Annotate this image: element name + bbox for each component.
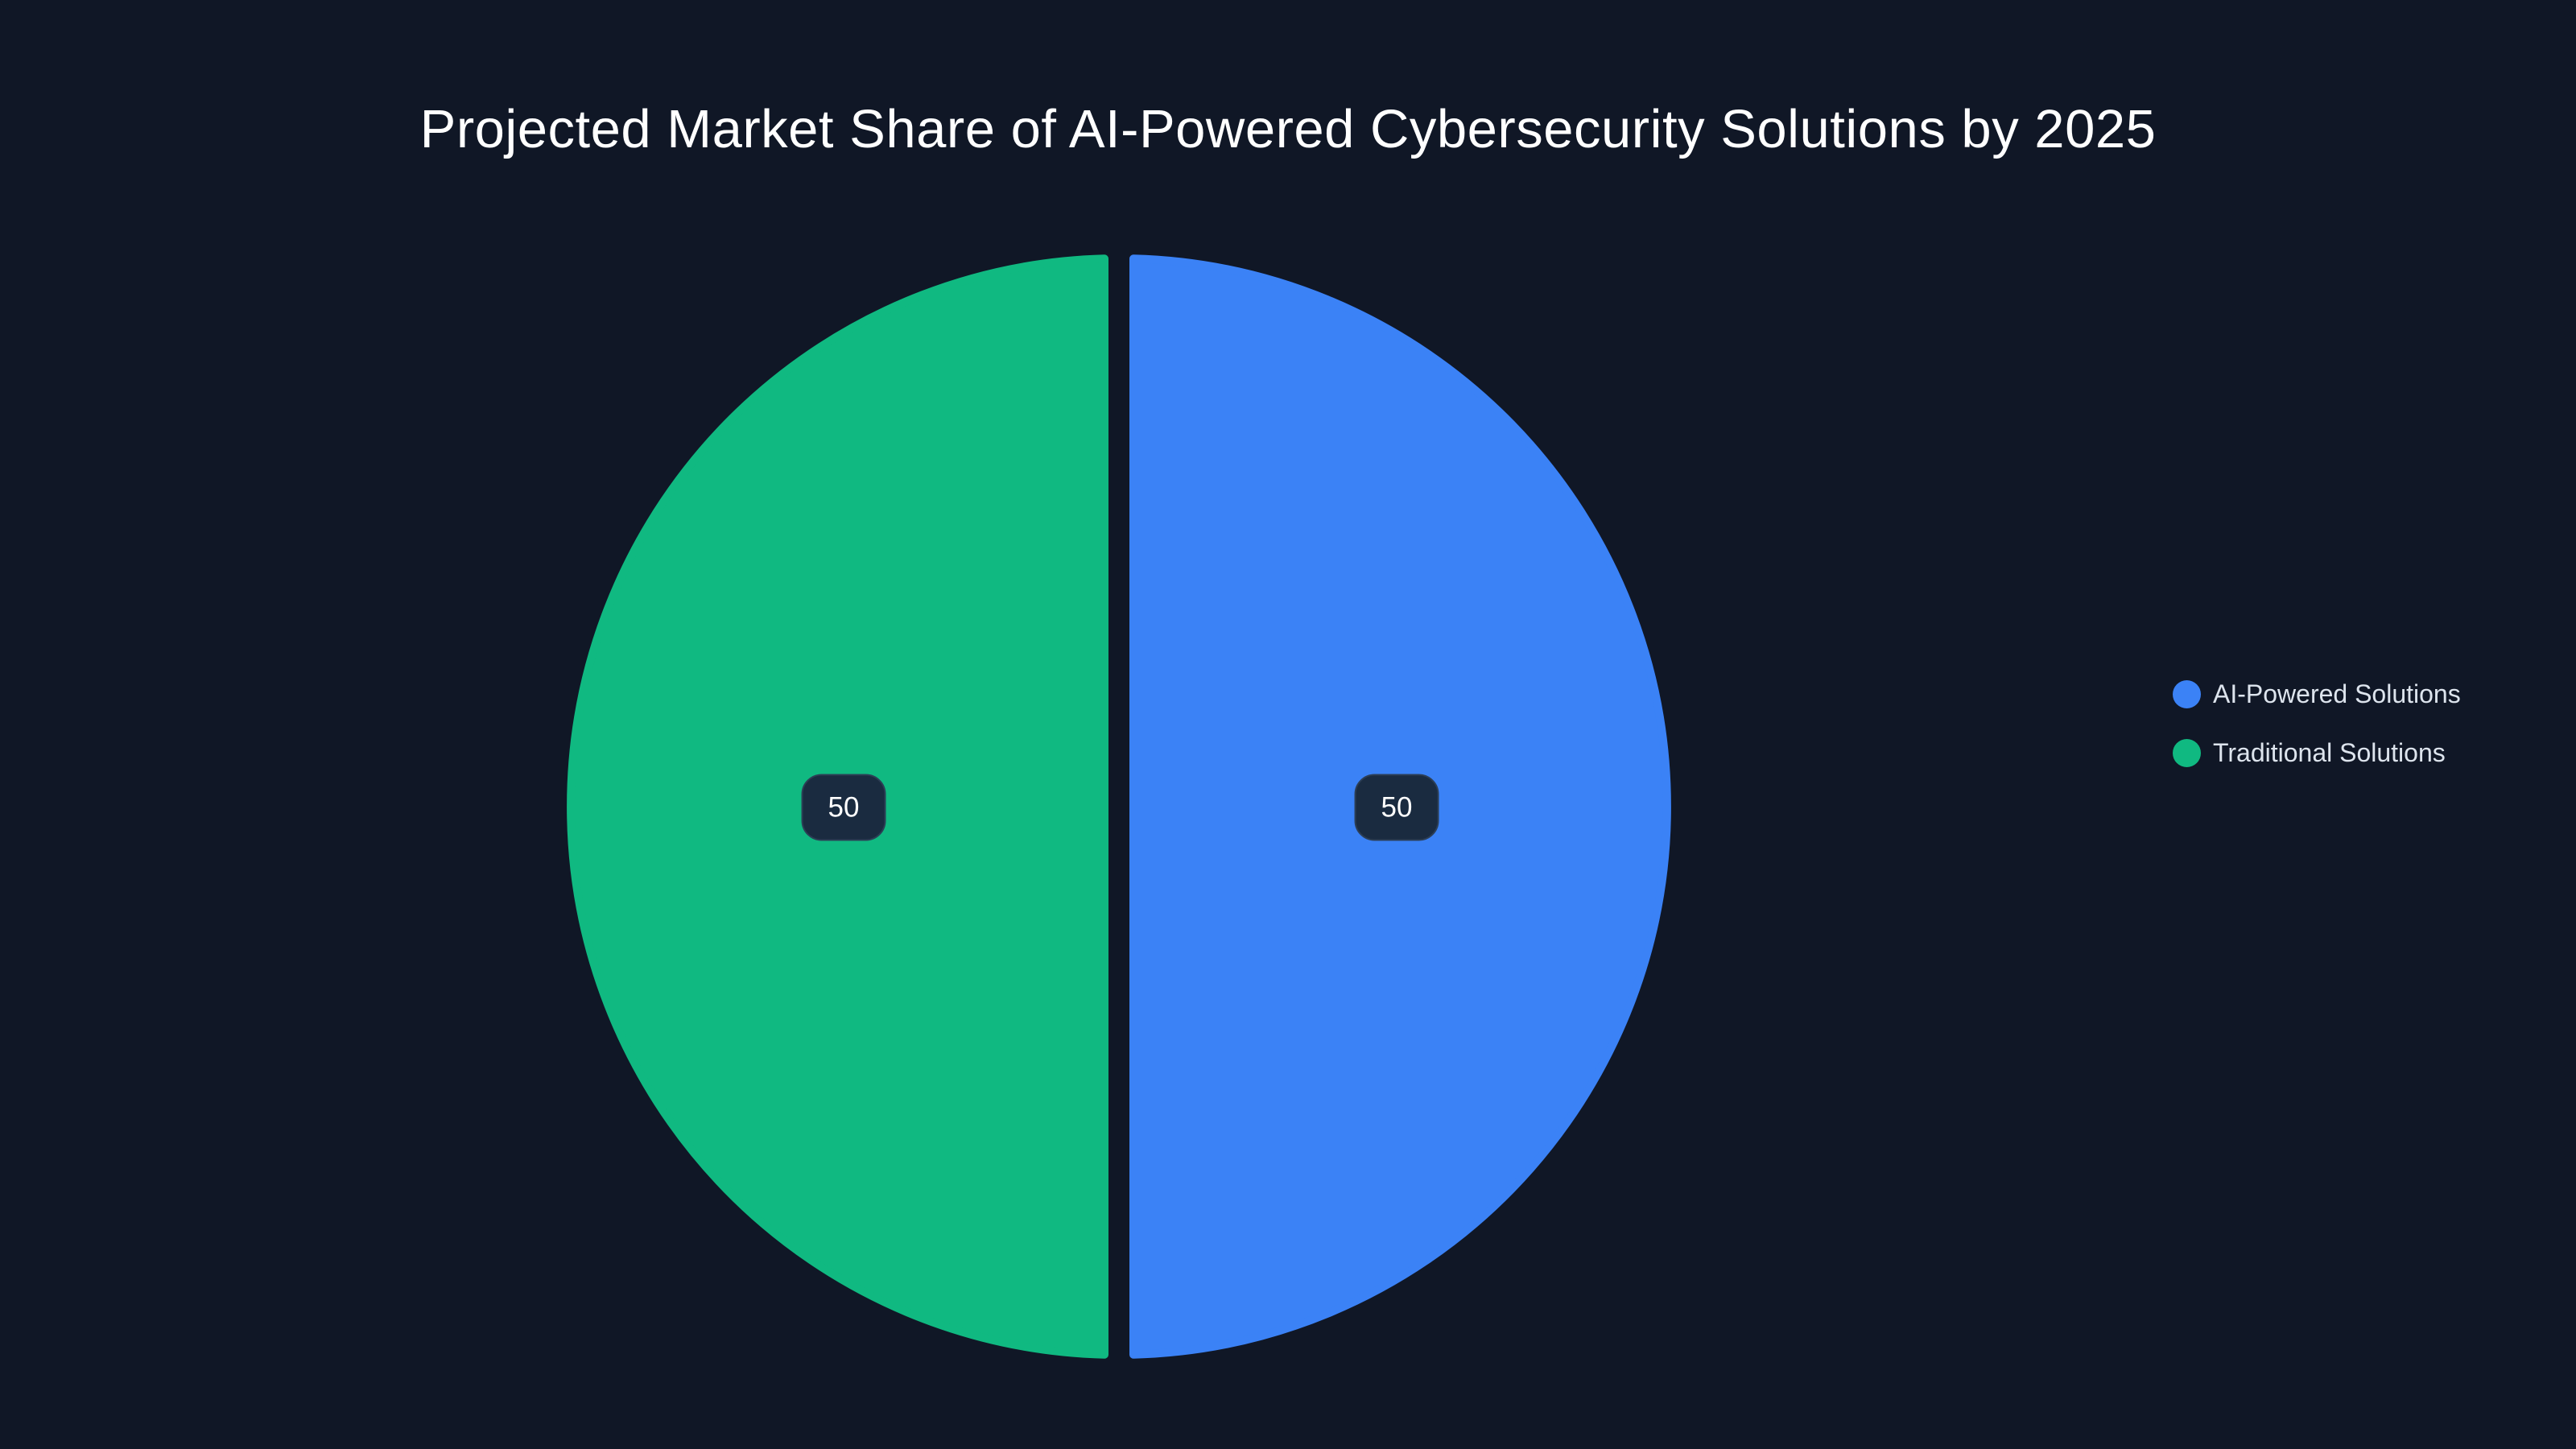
legend-item-traditional-solutions[interactable]: Traditional Solutions	[2173, 739, 2461, 767]
legend-item-label: Traditional Solutions	[2213, 738, 2446, 767]
slice-value-badge-ai-powered: 50	[1354, 774, 1439, 841]
chart-title: Projected Market Share of AI-Powered Cyb…	[419, 99, 2157, 159]
legend: AI-Powered Solutions Traditional Solutio…	[2173, 680, 2461, 767]
legend-item-ai-powered-solutions[interactable]: AI-Powered Solutions	[2173, 680, 2461, 708]
legend-item-label: AI-Powered Solutions	[2213, 679, 2461, 708]
legend-marker-circle-icon	[2173, 680, 2201, 708]
legend-marker-circle-icon	[2173, 739, 2201, 767]
slice-value-badge-traditional: 50	[801, 774, 886, 841]
slice-value-text: 50	[1381, 791, 1413, 824]
slice-value-text: 50	[828, 791, 860, 824]
